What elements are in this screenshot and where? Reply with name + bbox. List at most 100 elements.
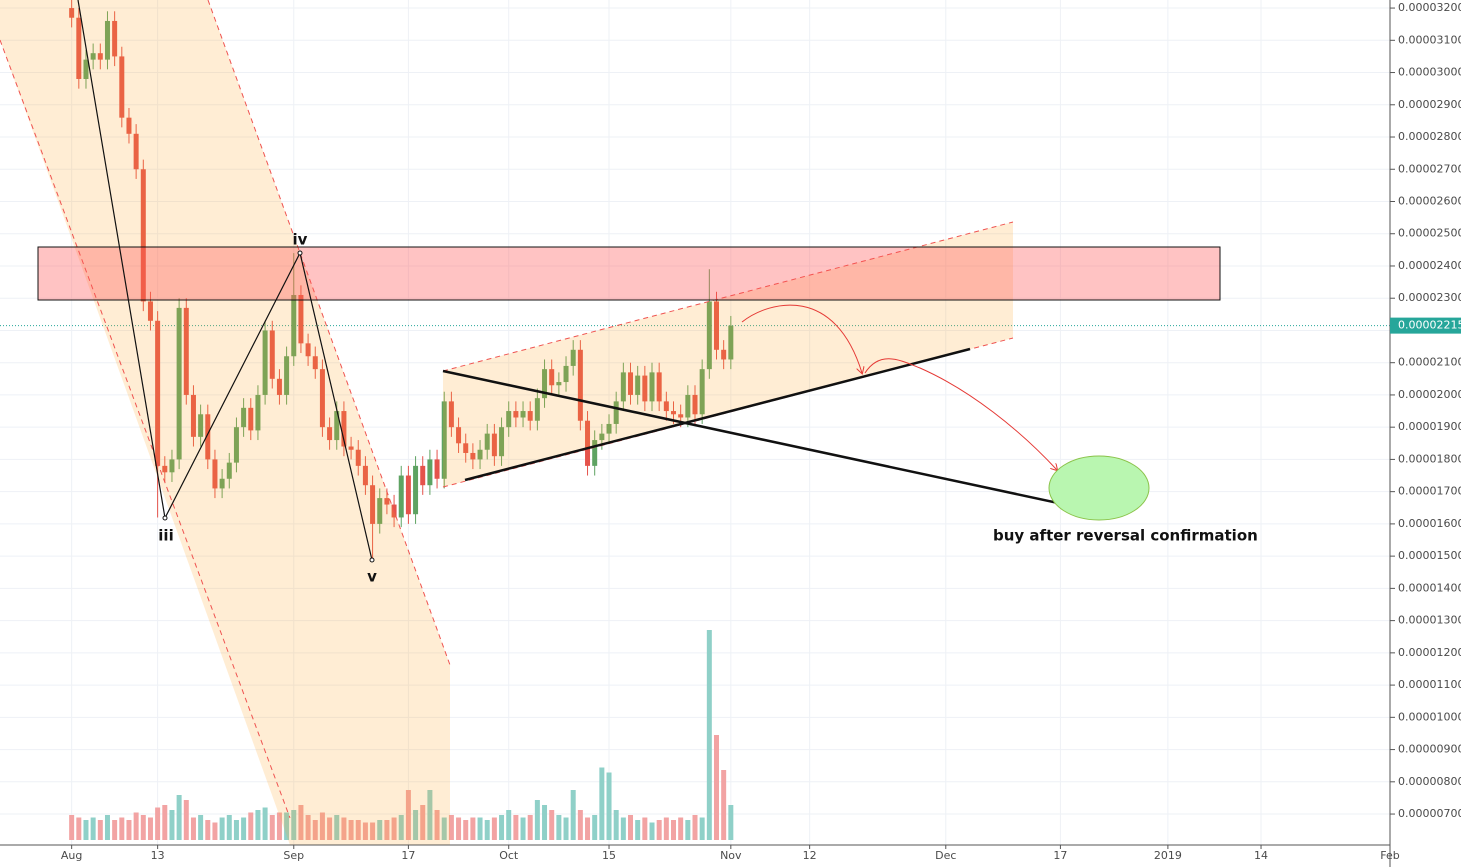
y-tick-label: 0.00000900 bbox=[1398, 743, 1461, 756]
candle-body bbox=[291, 294, 297, 357]
candle-body bbox=[477, 449, 483, 460]
volume-bar bbox=[606, 772, 612, 840]
candle-layer bbox=[69, 0, 734, 560]
volume-bar bbox=[534, 800, 540, 840]
candle-body bbox=[284, 356, 290, 395]
volume-bar bbox=[147, 817, 153, 840]
candle-body bbox=[470, 452, 476, 460]
volume-bar bbox=[649, 822, 655, 840]
candle-body bbox=[599, 433, 605, 441]
wave-point bbox=[297, 250, 303, 256]
wave-label: iv bbox=[293, 231, 308, 249]
candle-body bbox=[219, 478, 225, 489]
volume-bar bbox=[542, 805, 548, 840]
volume-bar bbox=[678, 817, 684, 840]
y-tick-label: 0.00002100 bbox=[1398, 356, 1461, 369]
volume-bar bbox=[563, 817, 569, 840]
candle-body bbox=[348, 446, 354, 450]
candle-body bbox=[126, 117, 132, 134]
y-tick-label: 0.00001300 bbox=[1398, 614, 1461, 627]
candle-body bbox=[76, 17, 82, 79]
y-tick-label: 0.00001900 bbox=[1398, 420, 1461, 433]
candle-body bbox=[398, 475, 404, 518]
volume-bar bbox=[635, 820, 641, 840]
volume-bar bbox=[219, 817, 225, 840]
volume-bar bbox=[577, 810, 583, 840]
candle-body bbox=[155, 320, 161, 466]
candle-body bbox=[147, 301, 153, 321]
candle-body bbox=[499, 427, 505, 457]
volume-bar bbox=[155, 807, 161, 840]
candle-body bbox=[434, 459, 440, 479]
candle-body bbox=[713, 301, 719, 350]
volume-bar bbox=[413, 810, 419, 840]
y-tick-label: 0.00001700 bbox=[1398, 485, 1461, 498]
candle-body bbox=[97, 53, 103, 60]
volume-bar bbox=[613, 810, 619, 840]
volume-bar bbox=[298, 805, 304, 840]
candle-body bbox=[556, 382, 562, 386]
volume-bar bbox=[556, 815, 562, 840]
y-tick-label: 0.00000800 bbox=[1398, 775, 1461, 788]
x-tick-label: Feb bbox=[1380, 849, 1399, 862]
volume-bar bbox=[205, 820, 211, 840]
candle-body bbox=[183, 307, 189, 395]
note: buy after reversal confirmation bbox=[993, 527, 1258, 545]
volume-bar bbox=[76, 817, 82, 840]
last-price-box bbox=[1390, 317, 1461, 334]
volume-bar bbox=[284, 812, 290, 840]
volume-bar bbox=[398, 815, 404, 840]
y-tick-label: 0.00001100 bbox=[1398, 678, 1461, 691]
x-tick-label: 15 bbox=[602, 849, 616, 862]
candle-body bbox=[520, 411, 526, 418]
candle-body bbox=[276, 378, 282, 395]
candle-body bbox=[585, 420, 591, 466]
candle-body bbox=[334, 411, 340, 441]
volume-bar bbox=[520, 817, 526, 840]
target-zone bbox=[1048, 455, 1150, 521]
candle-body bbox=[140, 169, 146, 302]
y-tick-label: 0.00001800 bbox=[1398, 452, 1461, 465]
volume-bar bbox=[706, 630, 712, 840]
x-tick-label: Dec bbox=[935, 849, 956, 862]
volume-bar bbox=[341, 817, 347, 840]
volume-bar bbox=[448, 815, 454, 840]
candle-body bbox=[721, 349, 727, 360]
volume-bar bbox=[628, 815, 634, 840]
x-tick-label: 2019 bbox=[1154, 849, 1182, 862]
candle-body bbox=[248, 407, 254, 431]
volume-bar bbox=[728, 805, 734, 840]
volume-bar bbox=[384, 820, 390, 840]
candle-body bbox=[341, 411, 347, 447]
volume-bar bbox=[441, 817, 447, 840]
candle-body bbox=[463, 443, 469, 453]
candle-body bbox=[506, 411, 512, 428]
candle-body bbox=[198, 414, 204, 437]
candle-body bbox=[534, 398, 540, 421]
candle-body bbox=[169, 459, 175, 473]
volume-bar bbox=[671, 820, 677, 840]
wave-point bbox=[369, 557, 375, 563]
volume-bar bbox=[312, 820, 318, 840]
candle-body bbox=[642, 375, 648, 402]
volume-bar bbox=[276, 812, 282, 840]
volume-bar bbox=[305, 815, 311, 840]
wave-label: iii bbox=[158, 527, 173, 545]
volume-bar bbox=[585, 817, 591, 840]
y-tick-label: 0.00002600 bbox=[1398, 194, 1461, 207]
wave-point bbox=[162, 515, 168, 521]
candle-body bbox=[649, 372, 655, 402]
wave-line bbox=[77, 0, 373, 561]
candle-body bbox=[69, 8, 75, 18]
candle-body bbox=[671, 411, 677, 415]
volume-bar bbox=[269, 815, 275, 840]
candle-body bbox=[635, 375, 641, 395]
volume-bar bbox=[226, 815, 232, 840]
volume-bar bbox=[183, 800, 189, 840]
candle-body bbox=[620, 372, 626, 402]
volume-bar bbox=[83, 820, 89, 840]
volume-bar bbox=[513, 815, 519, 840]
candle-body bbox=[542, 369, 548, 399]
volume-bar bbox=[319, 812, 325, 840]
up-channel bbox=[443, 222, 1013, 487]
